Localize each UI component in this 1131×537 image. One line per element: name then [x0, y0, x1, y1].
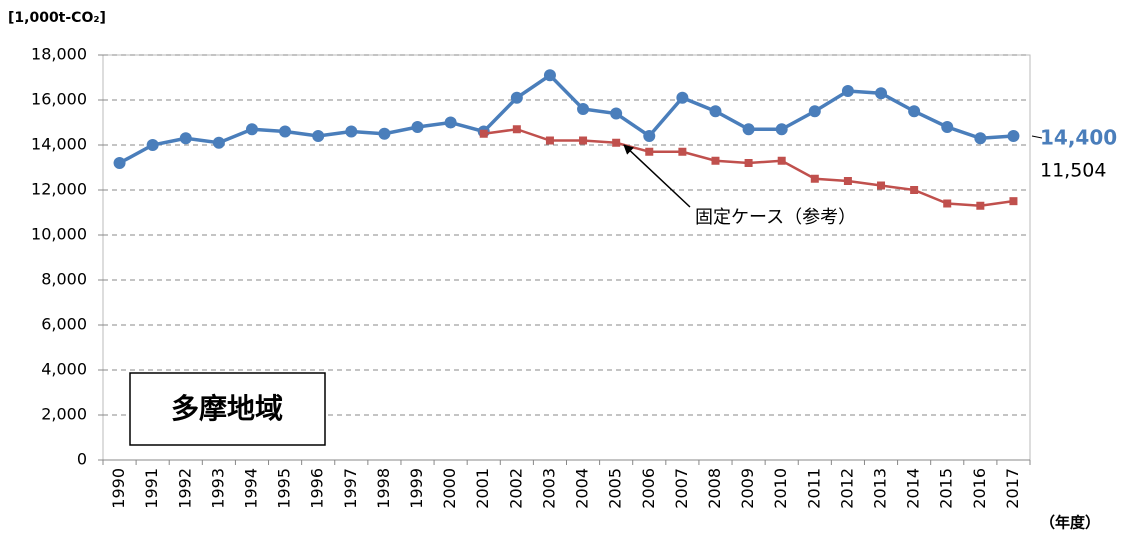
x-tick-label: 2005 [606, 468, 625, 509]
y-tick-label: 0 [77, 450, 87, 469]
x-tick-label: 2012 [837, 468, 856, 509]
x-tick-label: 2007 [672, 468, 691, 509]
point [910, 186, 919, 194]
x-tick-label: 1992 [175, 468, 194, 509]
x-tick-label: 1990 [109, 468, 128, 509]
point [943, 199, 952, 208]
y-tick-label: 14,000 [31, 135, 87, 154]
x-tick-label: 2008 [705, 468, 724, 509]
point [645, 147, 654, 156]
point [808, 105, 821, 118]
x-tick-label: 2016 [970, 468, 989, 509]
x-tick-label: 2013 [871, 468, 890, 509]
x-tick-label: 1991 [142, 468, 161, 509]
point [543, 69, 556, 82]
y-tick-label: 12,000 [31, 180, 87, 199]
point [212, 136, 225, 149]
y-tick-label: 4,000 [41, 360, 87, 379]
point [512, 125, 521, 134]
point [777, 156, 786, 165]
point [676, 91, 689, 104]
x-tick-label: 1999 [407, 468, 426, 509]
region-box [129, 372, 326, 446]
point [711, 156, 720, 165]
x-tick-label: 2010 [771, 468, 790, 509]
x-tick-label: 2000 [440, 468, 459, 509]
point [179, 132, 192, 145]
x-tick-label: 1998 [374, 468, 393, 509]
value-label: 14,400 [1040, 126, 1117, 150]
point [510, 91, 523, 104]
point [579, 136, 588, 145]
point [941, 121, 954, 133]
x-tick-label: 2009 [738, 468, 757, 509]
point [775, 123, 788, 136]
point [545, 136, 554, 145]
point [976, 201, 985, 210]
x-tick-label: 2001 [473, 468, 492, 509]
point [709, 105, 722, 118]
point [875, 87, 888, 100]
point [877, 181, 886, 190]
point [113, 157, 126, 169]
y-tick-label: 16,000 [31, 90, 87, 109]
point [843, 177, 852, 185]
point [146, 139, 159, 151]
x-tick-label: 1996 [308, 468, 327, 509]
point [378, 127, 391, 140]
point [444, 116, 457, 129]
y-tick-label: 18,000 [31, 45, 87, 64]
x-tick-label: 2014 [904, 468, 923, 509]
region-label: 多摩地域 [171, 392, 283, 425]
point [312, 130, 325, 142]
y-tick-label: 2,000 [41, 405, 87, 424]
point [643, 130, 656, 142]
label-leader [1031, 135, 1043, 139]
point [744, 159, 753, 167]
y-tick-label: 10,000 [31, 225, 87, 244]
point [279, 125, 292, 138]
x-tick-label: 1997 [341, 468, 360, 509]
x-tick-label: 2015 [937, 468, 956, 509]
point [908, 105, 921, 118]
point [974, 132, 987, 145]
point [245, 123, 258, 136]
point [678, 147, 687, 156]
point [810, 174, 819, 183]
point [411, 121, 424, 133]
point [610, 107, 623, 120]
x-tick-label: 1993 [208, 468, 227, 509]
point [345, 125, 358, 138]
annotation-arrow [623, 144, 691, 208]
series-line [118, 72, 1014, 165]
x-tick-label: 2003 [539, 468, 558, 509]
plot-area: 0 2,000 4,000 6,000 8,000 10,000 12,000 14,000 1… [31, 45, 1117, 509]
series-line [483, 127, 1014, 208]
point [612, 138, 621, 147]
x-tick-label: 1995 [275, 468, 294, 509]
x-tick-label: 2004 [573, 468, 592, 509]
point [1009, 197, 1018, 206]
value-label: 11,504 [1040, 160, 1106, 182]
y-axis-label: [1,000t-CO₂] [8, 10, 106, 26]
x-tick-label: 2017 [1003, 468, 1022, 509]
point [479, 129, 488, 138]
annotation: 固定ケース（参考） [695, 207, 856, 228]
point [841, 85, 854, 97]
point [1007, 130, 1020, 142]
point [742, 123, 755, 136]
x-tick-label: 2006 [639, 468, 658, 509]
x-tick-label: 2002 [506, 468, 525, 509]
x-tick-label: 2011 [804, 468, 823, 509]
x-axis-label: （年度） [1040, 514, 1100, 532]
point [577, 103, 590, 115]
x-tick-label: 1994 [241, 468, 260, 509]
y-tick-label: 8,000 [41, 270, 87, 289]
y-tick-label: 6,000 [41, 315, 87, 334]
